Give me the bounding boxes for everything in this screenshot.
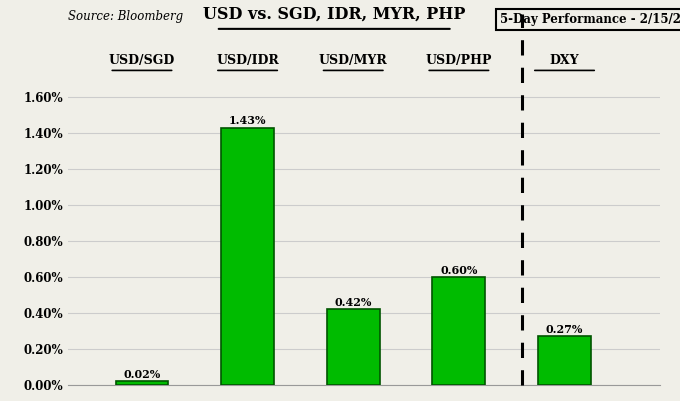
Text: USD vs. SGD, IDR, MYR, PHP: USD vs. SGD, IDR, MYR, PHP [203,6,465,23]
Text: Source: Bloomberg: Source: Bloomberg [68,10,183,23]
Bar [432,277,486,385]
Bar [538,336,591,385]
Bar [221,128,274,385]
Text: 1.43%: 1.43% [229,115,267,126]
Text: 0.60%: 0.60% [440,265,477,275]
Text: USD/SGD: USD/SGD [109,55,175,67]
Text: 0.42%: 0.42% [335,297,372,308]
Text: USD/IDR: USD/IDR [216,55,279,67]
Text: USD/PHP: USD/PHP [426,55,492,67]
Text: 0.27%: 0.27% [546,324,583,335]
Bar [327,310,379,385]
Text: 0.02%: 0.02% [123,369,160,380]
Text: DXY: DXY [549,55,579,67]
Bar [116,381,169,385]
Text: USD/MYR: USD/MYR [319,55,388,67]
Text: 5-Day Performance - 2/15/2019: 5-Day Performance - 2/15/2019 [500,13,680,26]
